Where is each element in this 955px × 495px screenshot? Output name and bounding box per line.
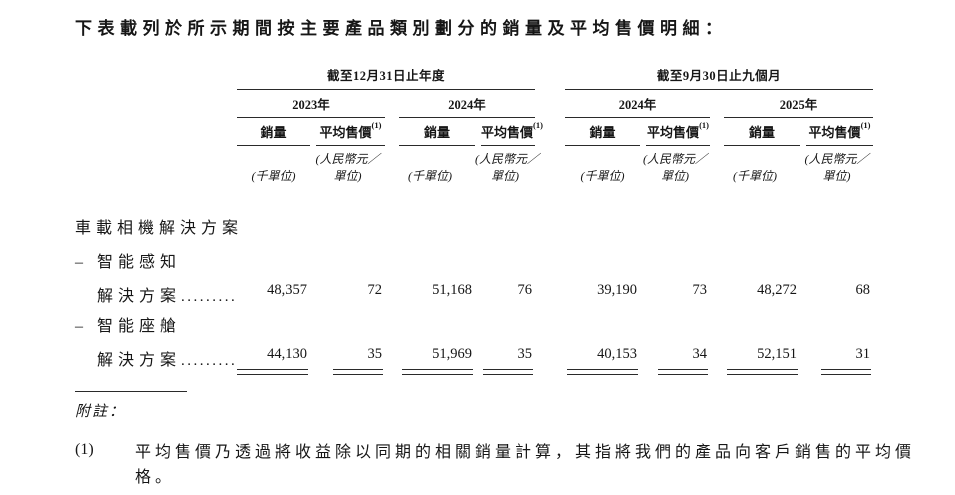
unit-label-asp: (人民幣元／ 單位): [804, 152, 869, 184]
section-row-label: 車載相機解決方案: [75, 219, 244, 237]
column-header-row: 銷量 平均售價(1) 銷量 平均售價(1) 銷量 平均售價(1) 銷量 平均售: [75, 118, 874, 146]
product-row-header: – 智能感知: [75, 242, 873, 276]
leader-dots: .........: [181, 288, 238, 305]
year-header-9m2024: 2024年: [565, 90, 711, 118]
period-header-annual: 截至12月31日止年度: [237, 65, 536, 90]
footnote-ref: (1): [533, 119, 543, 130]
value-cell: 31: [855, 345, 871, 362]
value-cell: 52,151: [757, 345, 798, 362]
value-cell: 35: [517, 345, 533, 362]
value-cell: 73: [692, 281, 708, 298]
unit-label-asp: (人民幣元／ 單位): [475, 152, 539, 184]
footnote-ref: (1): [860, 119, 871, 130]
sales-asp-table: 截至12月31日止年度 截至9月30日止九個月 2023年 2024年 2024…: [75, 65, 874, 375]
unit-label-asp: (人民幣元／ 單位): [315, 152, 380, 184]
double-rule: [821, 368, 872, 375]
value-cell: 39,190: [597, 281, 638, 298]
year-header-row: 2023年 2024年 2024年 2025年: [75, 90, 874, 118]
note-text: 平均售價乃透過將收益除以同期的相關銷量計算，其指將我們的產品向客戶銷售的平均價格…: [135, 443, 916, 486]
intro-text: 下表載列於所示期間按主要產品類別劃分的銷量及平均售價明細：: [75, 19, 728, 38]
value-cell: 72: [367, 281, 383, 298]
value-cell: 40,153: [597, 345, 638, 362]
period-label: 截至12月31日止年度: [237, 65, 536, 90]
table-row-smart-perception: 解決方案......... 48,357 72 51,168 76 39,190…: [75, 276, 873, 306]
double-rule: [727, 368, 799, 375]
double-rule: [333, 368, 383, 375]
footnotes-section: 附註： (1) 平均售價乃透過將收益除以同期的相關銷量計算，其指將我們的產品向客…: [75, 390, 955, 491]
notes-divider: [75, 390, 187, 392]
period-label: 截至9月30日止九個月: [565, 65, 874, 90]
footnote-ref: (1): [371, 119, 382, 130]
year-header-9m2025: 2025年: [710, 90, 874, 118]
col-header-volume: 銷量: [385, 118, 475, 146]
product-row-label: – 智能座艙: [75, 317, 182, 335]
col-header-volume: 銷量: [565, 118, 641, 146]
value-cell: 34: [692, 345, 708, 362]
notes-label: 附註：: [75, 403, 127, 420]
year-label: 2025年: [724, 90, 874, 118]
product-row-label: – 智能感知: [75, 253, 182, 271]
year-label: 2023年: [237, 90, 385, 118]
unit-label-volume: (千單位): [251, 169, 296, 184]
note-number: (1): [75, 440, 94, 458]
col-header-asp: 平均售價(1): [640, 118, 711, 146]
value-cell: 48,272: [757, 281, 798, 298]
unit-label-volume: (千單位): [733, 169, 778, 184]
unit-label-asp: (人民幣元／ 單位): [643, 152, 708, 184]
note-item-1: (1) 平均售價乃透過將收益除以同期的相關銷量計算，其指將我們的產品向客戶銷售的…: [75, 441, 955, 491]
leader-dots: .........: [181, 352, 238, 369]
product-row-sublabel: 解決方案.........: [97, 287, 238, 305]
value-cell: 51,168: [432, 281, 472, 298]
col-header-volume: 銷量: [237, 118, 310, 146]
value-cell: 51,969: [432, 345, 472, 362]
col-header-asp: 平均售價(1): [310, 118, 385, 146]
year-label: 2024年: [565, 90, 711, 118]
period-header-row: 截至12月31日止年度 截至9月30日止九個月: [75, 65, 874, 90]
value-cell: 76: [517, 281, 533, 298]
section-row: 車載相機解決方案: [75, 188, 873, 242]
unit-label-volume: (千單位): [580, 169, 625, 184]
product-row-header: – 智能座艙: [75, 306, 873, 340]
unit-label-volume: (千單位): [408, 169, 452, 184]
unit-row: (千單位) (人民幣元／ 單位) (千單位) (人民幣元／ 單位) (千單位) …: [75, 146, 873, 188]
col-header-asp: 平均售價(1): [475, 118, 543, 146]
year-label: 2024年: [399, 90, 536, 118]
table-row-smart-cockpit: 解決方案......... 44,130 35 51,969 35 40,153…: [75, 340, 873, 375]
footnote-ref: (1): [699, 119, 709, 130]
year-header-2023: 2023年: [237, 90, 385, 118]
product-row-sublabel: 解決方案.........: [97, 351, 238, 369]
value-cell: 35: [367, 345, 383, 362]
double-rule: [237, 368, 308, 375]
col-header-asp: 平均售價(1): [800, 118, 874, 146]
col-header-volume: 銷量: [710, 118, 801, 146]
value-cell: 48,357: [267, 281, 307, 298]
period-header-ninemonth: 截至9月30日止九個月: [565, 65, 874, 90]
double-rule: [567, 368, 639, 375]
double-rule: [402, 368, 473, 375]
double-rule: [658, 368, 709, 375]
value-cell: 68: [855, 281, 871, 298]
double-rule: [483, 368, 534, 375]
value-cell: 44,130: [267, 345, 307, 362]
year-header-2024: 2024年: [385, 90, 536, 118]
